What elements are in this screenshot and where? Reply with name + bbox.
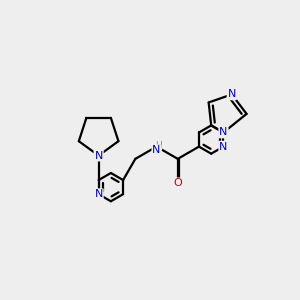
Text: N: N [152, 145, 161, 155]
Text: N: N [219, 128, 228, 137]
Text: N: N [94, 189, 103, 199]
Text: N: N [219, 142, 228, 152]
Text: H: H [155, 141, 161, 150]
Text: N: N [94, 151, 103, 160]
Text: N: N [228, 89, 236, 99]
Text: O: O [173, 178, 182, 188]
